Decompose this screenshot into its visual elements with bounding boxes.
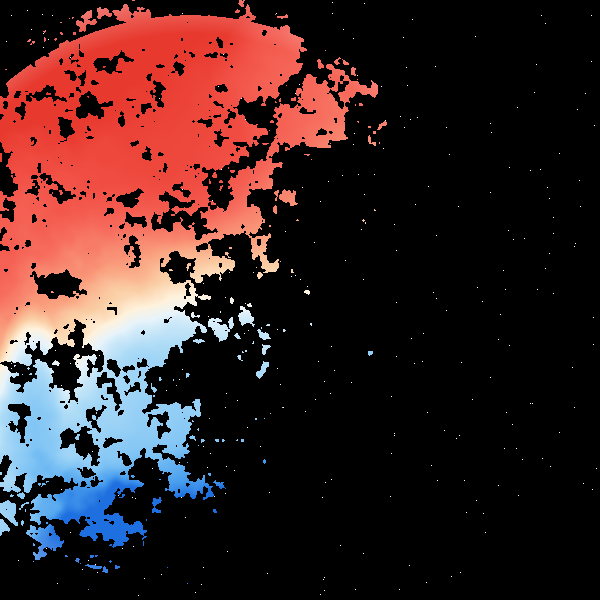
raster-visualization-stage (0, 0, 600, 600)
satellite-raster-canvas (0, 0, 600, 600)
